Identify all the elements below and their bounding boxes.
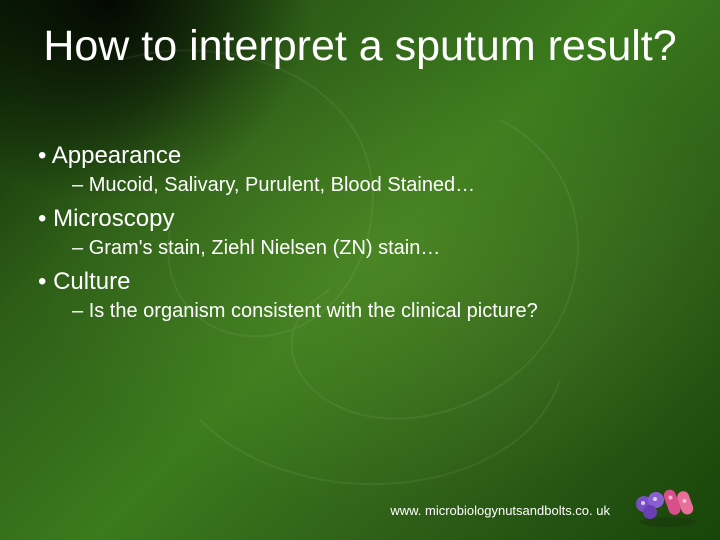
- bullet-heading: Culture: [32, 268, 688, 296]
- bullet-item-1: Appearance Mucoid, Salivary, Purulent, B…: [32, 142, 688, 197]
- bullet-sub: Mucoid, Salivary, Purulent, Blood Staine…: [32, 174, 688, 197]
- bacteria-logo-icon: [630, 480, 702, 528]
- slide: How to interpret a sputum result? Appear…: [0, 0, 720, 540]
- bullet-heading: Microscopy: [32, 205, 688, 233]
- footer-url: www. microbiologynutsandbolts.co. uk: [0, 503, 610, 518]
- bullet-item-3: Culture Is the organism consistent with …: [32, 268, 688, 323]
- slide-title: How to interpret a sputum result?: [0, 22, 720, 71]
- bullet-sub: Is the organism consistent with the clin…: [32, 300, 688, 323]
- content-area: Appearance Mucoid, Salivary, Purulent, B…: [32, 142, 688, 331]
- bullet-item-2: Microscopy Gram's stain, Ziehl Nielsen (…: [32, 205, 688, 260]
- bullet-heading: Appearance: [32, 142, 688, 170]
- bullet-sub: Gram's stain, Ziehl Nielsen (ZN) stain…: [32, 237, 688, 260]
